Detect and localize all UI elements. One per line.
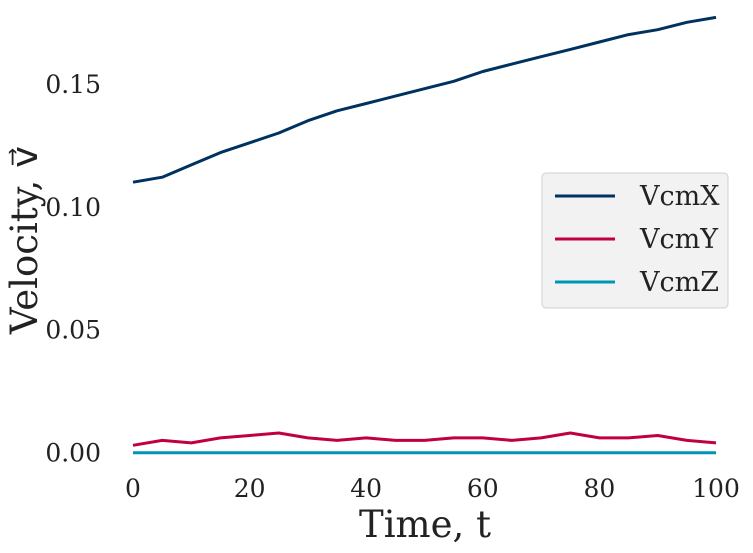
y-tick-label: 0.15 xyxy=(45,70,101,99)
legend: VcmX VcmY VcmZ xyxy=(541,172,729,309)
y-tick-label: 0.10 xyxy=(45,193,101,222)
legend-label-vcmz: VcmZ xyxy=(639,267,719,298)
x-axis-title: Time, t xyxy=(359,503,491,546)
legend-label-vcmx: VcmX xyxy=(639,181,720,212)
series-line-vcmx xyxy=(132,15,717,184)
y-tick-label: 0.00 xyxy=(45,439,101,468)
x-tick-label: 80 xyxy=(583,474,615,503)
x-tick-label: 60 xyxy=(467,474,499,503)
legend-box xyxy=(541,172,729,309)
x-tick-label: 40 xyxy=(350,474,382,503)
y-tick-labels: 0.00 0.05 0.10 0.15 xyxy=(45,70,101,468)
x-tick-label: 0 xyxy=(125,474,141,503)
x-tick-label: 20 xyxy=(234,474,266,503)
y-axis-title: Velocity, v⃗ xyxy=(3,146,46,335)
x-tick-labels: 0 20 40 60 80 100 xyxy=(125,474,740,503)
legend-label-vcmy: VcmY xyxy=(639,224,719,255)
y-tick-label: 0.05 xyxy=(45,316,101,345)
series-layer xyxy=(132,15,717,455)
x-tick-label: 100 xyxy=(692,474,740,503)
series-line-vcmy xyxy=(132,431,717,447)
